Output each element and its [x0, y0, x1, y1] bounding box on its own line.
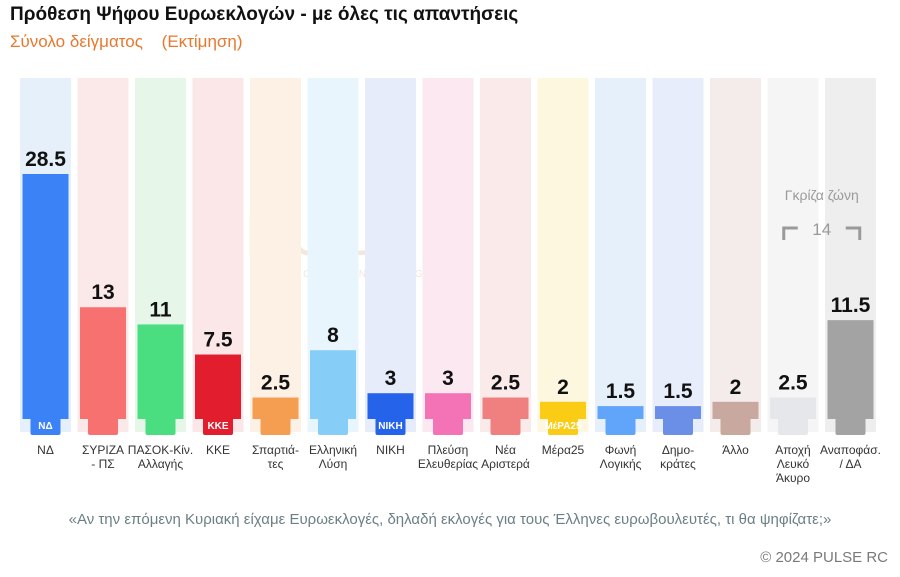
- party-logo-icon: [490, 411, 521, 435]
- party-logo-icon: [375, 411, 406, 435]
- party-logo-icon: [605, 411, 636, 435]
- party-logo-icon: [835, 411, 866, 435]
- category-tick-label: Λύση: [319, 457, 348, 471]
- category-tick-label: Λογικής: [600, 457, 642, 471]
- category-tick-label: Ελληνική: [309, 443, 357, 457]
- bar: [195, 354, 241, 419]
- category-tick-label: - ΠΣ: [91, 457, 114, 471]
- subtitle-estimate: (Εκτίμηση): [161, 32, 243, 51]
- category-tick-label: Νέα: [495, 443, 516, 457]
- data-label: 1.5: [663, 380, 693, 403]
- category-tick-label: κράτες: [660, 457, 696, 471]
- category-tick-label: Αναποφάσ.: [820, 443, 881, 457]
- category-tick-label: Αριστερά: [481, 457, 530, 471]
- party-logo-icon: [145, 411, 176, 435]
- category-tick-label: ΝΙΚΗ: [376, 443, 405, 457]
- grey-zone-bracket-left: [782, 226, 798, 240]
- chart-subtitle: Σύνολο δείγματος (Εκτίμηση): [10, 32, 257, 52]
- column-band: [652, 78, 704, 432]
- data-label: 1.5: [606, 380, 636, 403]
- data-label: 11: [149, 298, 172, 321]
- column-band: [365, 78, 416, 432]
- data-label: 3: [442, 367, 454, 390]
- category-tick-label: τες: [268, 457, 284, 471]
- data-label: 8: [327, 324, 339, 347]
- party-logo-text: ΝΙΚΗ: [378, 421, 402, 432]
- column-band: [595, 78, 646, 432]
- party-logo-icon: [260, 411, 291, 435]
- data-label: 28.5: [25, 148, 66, 171]
- data-label: 2.5: [261, 372, 291, 395]
- grey-zone-value: 14: [812, 220, 831, 239]
- column-band: [422, 78, 474, 432]
- party-logo-icon: [720, 411, 751, 435]
- bar: [310, 350, 356, 419]
- category-tick-label: Πλεύση: [428, 443, 469, 457]
- party-logo-icon: [203, 411, 233, 435]
- category-tick-label: ΠΑΣΟΚ-Κίν.: [128, 443, 193, 457]
- category-tick-label: Δημο-: [662, 443, 694, 457]
- category-tick-label: ΣΥΡΙΖΑ: [82, 443, 124, 457]
- column-band: [480, 78, 531, 432]
- party-logo-icon: [88, 411, 118, 435]
- category-tick-label: Λευκό: [777, 457, 810, 471]
- bar-chart: PULSERESEARCH & CONSULTING28.5ΝΔΝΔ13ΣΥΡΙ…: [20, 78, 881, 485]
- party-logo-text: ΝΔ: [38, 421, 52, 432]
- column-band: [250, 78, 301, 432]
- party-logo-icon: [30, 411, 61, 435]
- category-tick-label: Ελευθερίας: [418, 457, 478, 471]
- data-label: 7.5: [203, 329, 233, 352]
- category-tick-label: Άλλο: [722, 443, 749, 457]
- subtitle-sample: Σύνολο δείγματος: [10, 32, 143, 51]
- party-logo-icon: [663, 411, 693, 435]
- data-label: 2.5: [491, 372, 521, 395]
- category-tick-label: ΝΔ: [37, 443, 54, 457]
- category-tick-label: / ΔΑ: [839, 457, 861, 471]
- bar: [137, 324, 184, 419]
- chart-title: Πρόθεση Ψήφου Ευρωεκλογών - με όλες τις …: [10, 4, 519, 25]
- party-logo-icon: [318, 411, 348, 435]
- category-tick-label: Σπαρτιά-: [252, 443, 299, 457]
- data-label: 3: [385, 367, 397, 390]
- category-tick-label: Αποχή: [775, 443, 810, 457]
- data-label: 11.5: [831, 294, 871, 317]
- grey-zone-bracket-right: [845, 226, 862, 240]
- category-tick-label: Φωνή: [605, 443, 637, 457]
- column-band: [537, 78, 589, 432]
- party-logo-icon: [548, 411, 578, 435]
- category-tick-label: Μέρα25: [542, 443, 585, 457]
- data-label: 2: [557, 376, 569, 399]
- party-logo-icon: [778, 411, 808, 435]
- party-logo-icon: [433, 411, 463, 435]
- party-logo-text: ΚΚΕ: [207, 421, 228, 432]
- data-label: 13: [91, 281, 114, 304]
- category-tick-label: ΚΚΕ: [206, 443, 230, 457]
- data-label: 2: [730, 376, 742, 399]
- grey-zone-label: Γκρίζα ζώνη: [785, 187, 859, 203]
- bar: [827, 320, 874, 419]
- category-tick-label: Άκυρο: [776, 471, 810, 485]
- bar: [80, 307, 126, 419]
- copyright-notice: © 2024 PULSE RC: [760, 549, 888, 566]
- column-band: [710, 78, 761, 432]
- party-logo-text: ΜέΡΑ25: [544, 421, 582, 432]
- bar: [22, 174, 69, 419]
- survey-question: «Αν την επόμενη Κυριακή είχαμε Ευρωεκλογ…: [68, 511, 832, 528]
- data-label: 2.5: [778, 372, 808, 395]
- column-band: [767, 78, 819, 432]
- category-tick-label: Αλλαγής: [138, 457, 183, 471]
